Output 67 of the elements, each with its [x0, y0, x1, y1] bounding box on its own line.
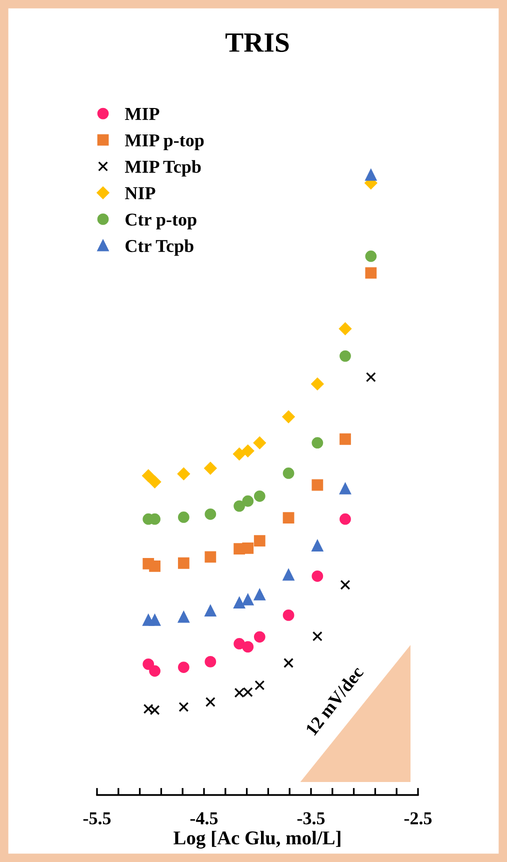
point: [312, 540, 324, 552]
point: [178, 662, 190, 673]
x-tick-label: -4.5: [190, 812, 218, 824]
x-axis-title: Log [Ac Glu, mol/L]: [174, 830, 340, 849]
point: [365, 250, 377, 262]
point: [178, 512, 190, 523]
point: [148, 476, 162, 488]
point: [312, 479, 324, 491]
point: [142, 469, 155, 482]
chart-title: TRIS: [226, 33, 289, 52]
point: [204, 656, 216, 668]
point: [254, 680, 265, 690]
point: [311, 378, 324, 390]
point: [204, 551, 216, 563]
point: [204, 605, 216, 617]
legend-label: MIP p-top: [124, 134, 204, 150]
point: [312, 437, 324, 449]
point: [149, 665, 160, 677]
point: [340, 433, 351, 445]
point: [254, 589, 266, 600]
point: [178, 702, 189, 712]
point: [177, 468, 190, 480]
legend-label: MIP Tcpb: [124, 160, 201, 177]
legend-label: MIP: [124, 108, 160, 120]
point: [178, 557, 190, 569]
point: [339, 322, 352, 335]
point: [178, 611, 190, 623]
point: [242, 444, 254, 458]
point: [340, 483, 351, 494]
point: [282, 610, 294, 621]
point: [149, 614, 160, 626]
legend-label: Ctr Tcpb: [126, 239, 194, 256]
point: [365, 267, 377, 279]
point: [254, 490, 266, 502]
point: [282, 512, 294, 524]
point: [149, 560, 160, 572]
point: [365, 169, 377, 181]
legend-label: NIP: [125, 187, 156, 200]
point: [142, 658, 154, 670]
point: [340, 580, 350, 590]
point: [242, 641, 254, 653]
x-tick-label: -5.5: [83, 812, 111, 824]
point: [340, 513, 351, 525]
point: [242, 594, 254, 606]
point: [205, 697, 216, 707]
point: [234, 597, 246, 608]
point: [254, 535, 266, 546]
point: [282, 410, 295, 424]
point: [254, 631, 266, 643]
point: [340, 350, 351, 362]
point: [282, 468, 294, 479]
point: [233, 448, 246, 460]
x-tick-label: -2.5: [404, 812, 432, 824]
x-tick-label: -3.5: [297, 812, 325, 824]
point: [312, 631, 322, 642]
point: [242, 542, 254, 554]
point: [234, 500, 246, 512]
point: [253, 436, 266, 450]
point: [312, 570, 324, 582]
point: [234, 638, 246, 650]
point: [204, 508, 216, 520]
point: [204, 462, 217, 474]
point: [284, 658, 294, 668]
point: [366, 372, 376, 382]
point: [282, 569, 294, 581]
point: [242, 495, 254, 507]
legend-label: Ctr p-top: [126, 214, 196, 230]
